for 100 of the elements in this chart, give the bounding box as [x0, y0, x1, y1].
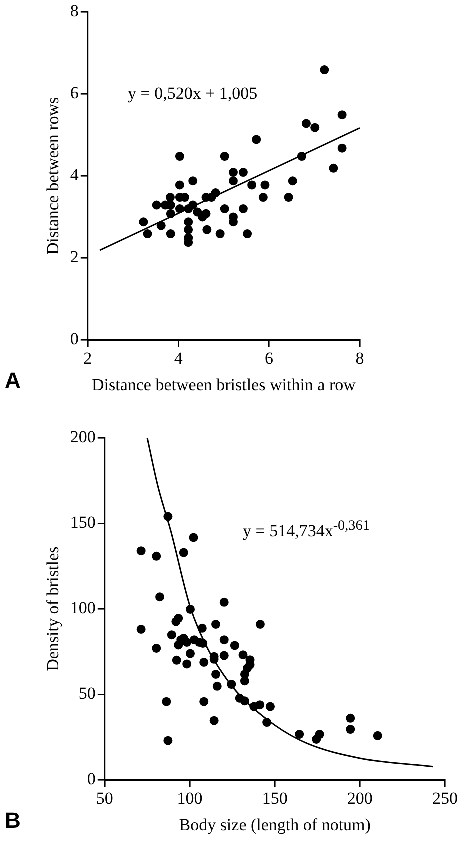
point: [152, 644, 162, 653]
point: [156, 592, 165, 602]
point: [186, 649, 195, 658]
point: [329, 164, 338, 173]
point: [139, 218, 148, 227]
point: [202, 225, 212, 234]
point: [248, 180, 257, 190]
y-tick-label: 0: [87, 770, 96, 789]
point: [136, 546, 146, 556]
point: [373, 731, 382, 740]
x-axis-title: Body size (length of notum): [179, 815, 371, 834]
y-tick-label: 50: [78, 684, 96, 704]
point: [166, 193, 175, 202]
point: [166, 209, 176, 218]
point: [152, 552, 162, 561]
point: [189, 533, 198, 542]
point: [252, 135, 262, 144]
point: [162, 697, 172, 706]
point: [188, 200, 198, 210]
x-tick-label: 100: [177, 788, 203, 808]
point: [198, 624, 207, 633]
point: [284, 193, 294, 202]
point: [175, 204, 184, 214]
x-tick-label: 4: [174, 348, 184, 368]
point: [243, 230, 252, 239]
point: [182, 638, 192, 647]
y-tick-label: 2: [70, 248, 79, 267]
point: [240, 696, 250, 706]
x-tick-label: 150: [262, 788, 288, 808]
y-axis-title: Distance between rows: [44, 97, 63, 256]
y-tick-label: 150: [70, 513, 96, 532]
x-tick-label: 6: [265, 348, 274, 368]
point: [227, 680, 236, 690]
point: [184, 225, 194, 234]
point: [320, 66, 330, 75]
point: [172, 656, 182, 665]
point: [156, 221, 166, 230]
point: [200, 658, 209, 667]
point: [175, 180, 184, 190]
y-tick-label: 200: [70, 427, 96, 446]
point: [228, 176, 238, 186]
point: [346, 714, 356, 723]
point: [338, 110, 347, 120]
point: [200, 697, 209, 706]
point: [260, 180, 270, 190]
point: [238, 168, 248, 178]
point: [338, 144, 347, 153]
point: [167, 630, 176, 640]
point: [238, 204, 248, 214]
text: A: [5, 368, 21, 394]
point: [310, 123, 320, 132]
point: [220, 651, 229, 660]
point: [166, 230, 176, 239]
point: [210, 716, 219, 726]
point: [164, 736, 173, 746]
y-axis-title: Density of bristles: [44, 546, 63, 672]
x-tick-label: 250: [432, 788, 458, 808]
point: [220, 598, 229, 607]
y-tick-label: 4: [70, 166, 80, 185]
x-axis-title: Distance between bristles within a row: [92, 375, 357, 394]
x-tick-label: 200: [347, 788, 373, 808]
point: [212, 682, 222, 691]
point: [212, 670, 221, 679]
point: [220, 204, 230, 214]
point: [256, 700, 265, 710]
annotation: y = 514,734x$^{-0,361}$: [243, 518, 370, 542]
point: [143, 230, 152, 239]
point: [136, 624, 146, 634]
y-tick-label: 100: [70, 598, 96, 618]
point: [346, 725, 356, 734]
y-tick-label: 8: [70, 2, 79, 21]
point: [297, 152, 306, 162]
point: [228, 168, 238, 178]
point: [266, 702, 275, 712]
point: [240, 676, 250, 686]
y-tick-label: 0: [70, 330, 79, 349]
point: [174, 614, 184, 624]
point: [188, 176, 198, 186]
y-tick-label: 6: [70, 84, 79, 103]
point: [211, 188, 220, 198]
point: [186, 604, 195, 614]
point: [175, 152, 184, 162]
point: [315, 730, 324, 740]
point: [238, 650, 248, 660]
point: [220, 636, 229, 645]
point: [179, 548, 188, 558]
point: [258, 193, 268, 202]
line-series: [146, 438, 434, 768]
point: [164, 512, 173, 522]
text: B: [5, 808, 21, 834]
x-tick-label: 8: [356, 348, 364, 368]
point: [230, 641, 240, 650]
point: [220, 152, 230, 162]
x-tick-label: 50: [96, 788, 114, 808]
point: [152, 200, 162, 210]
point: [262, 718, 272, 728]
point: [302, 119, 311, 128]
point: [216, 230, 225, 239]
point: [256, 620, 265, 629]
point: [295, 730, 304, 740]
